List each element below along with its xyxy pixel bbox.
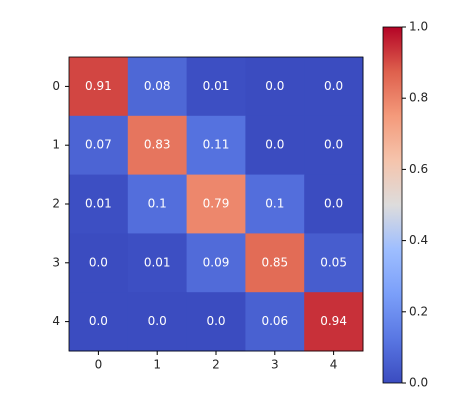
y-tick-label: 1 (52, 138, 60, 152)
colorbar-tick-label: 0.6 (409, 162, 428, 176)
cell-label: 0.94 (320, 314, 347, 328)
colorbar (382, 26, 403, 384)
heatmap-cell (127, 233, 188, 293)
y-tick-label: 2 (52, 197, 60, 211)
cell-label: 0.0 (265, 138, 284, 152)
heatmap-cell (127, 174, 188, 234)
cell-label: 0.85 (261, 255, 288, 269)
cell-label: 0.0 (148, 314, 167, 328)
colorbar-tick-label: 0.4 (409, 233, 428, 247)
heatmap-cell (186, 115, 246, 176)
heatmap-cell (245, 292, 305, 352)
cell-label: 0.0 (324, 138, 343, 152)
cell-label: 0.08 (144, 79, 171, 93)
heatmap-cell (304, 233, 364, 293)
cell-label: 0.0 (206, 314, 225, 328)
cell-label: 0.11 (203, 138, 230, 152)
cell-label: 0.0 (89, 314, 108, 328)
heatmap-cell (304, 174, 364, 234)
y-tick-label: 3 (52, 255, 60, 269)
cell-label: 0.0 (265, 79, 284, 93)
cell-label: 0.83 (144, 138, 171, 152)
heatmap-cell (186, 174, 246, 234)
heatmap-cell (69, 292, 129, 352)
heatmap-cell (186, 57, 246, 117)
heatmap-cell (186, 292, 246, 352)
colorbar-tick-label: 0.0 (409, 376, 428, 390)
heatmap-cell (69, 115, 129, 176)
colorbar-tick-label: 1.0 (409, 20, 428, 34)
heatmap-cell (127, 115, 188, 176)
cell-label: 0.0 (89, 255, 108, 269)
cell-label: 0.01 (203, 79, 230, 93)
heatmap-cell (69, 233, 129, 293)
cell-label: 0.1 (148, 197, 167, 211)
cell-label: 0.05 (320, 255, 347, 269)
cell-label: 0.91 (85, 79, 112, 93)
y-tick-label: 4 (52, 314, 60, 328)
cell-label: 0.07 (85, 138, 112, 152)
cell-label: 0.79 (203, 197, 230, 211)
heatmap-cell (127, 292, 188, 352)
x-tick-label: 4 (330, 358, 338, 372)
heatmap-cell (186, 233, 246, 293)
cell-label: 0.01 (85, 197, 112, 211)
heatmap-cell (304, 292, 364, 352)
colorbar-tick-label: 0.8 (409, 91, 428, 105)
heatmap-cell (304, 115, 364, 176)
x-tick-label: 1 (153, 358, 161, 372)
x-tick-label: 3 (271, 358, 279, 372)
y-tick-label: 0 (52, 79, 60, 93)
heatmap-cell (127, 57, 188, 117)
cell-label: 0.01 (144, 255, 171, 269)
heatmap-cell (304, 57, 364, 117)
heatmap-cell (245, 174, 305, 234)
heatmap-cell (245, 115, 305, 176)
heatmap-cell (245, 233, 305, 293)
cell-label: 0.0 (324, 197, 343, 211)
x-tick-label: 0 (95, 358, 103, 372)
heatmap-cell (245, 57, 305, 117)
cell-label: 0.06 (261, 314, 288, 328)
cell-label: 0.0 (324, 79, 343, 93)
colorbar-tick-label: 0.2 (409, 304, 428, 318)
cell-label: 0.1 (265, 197, 284, 211)
heatmap-cell (69, 174, 129, 234)
x-tick-label: 2 (212, 358, 220, 372)
cell-label: 0.09 (203, 255, 230, 269)
heatmap-cell (69, 57, 129, 117)
